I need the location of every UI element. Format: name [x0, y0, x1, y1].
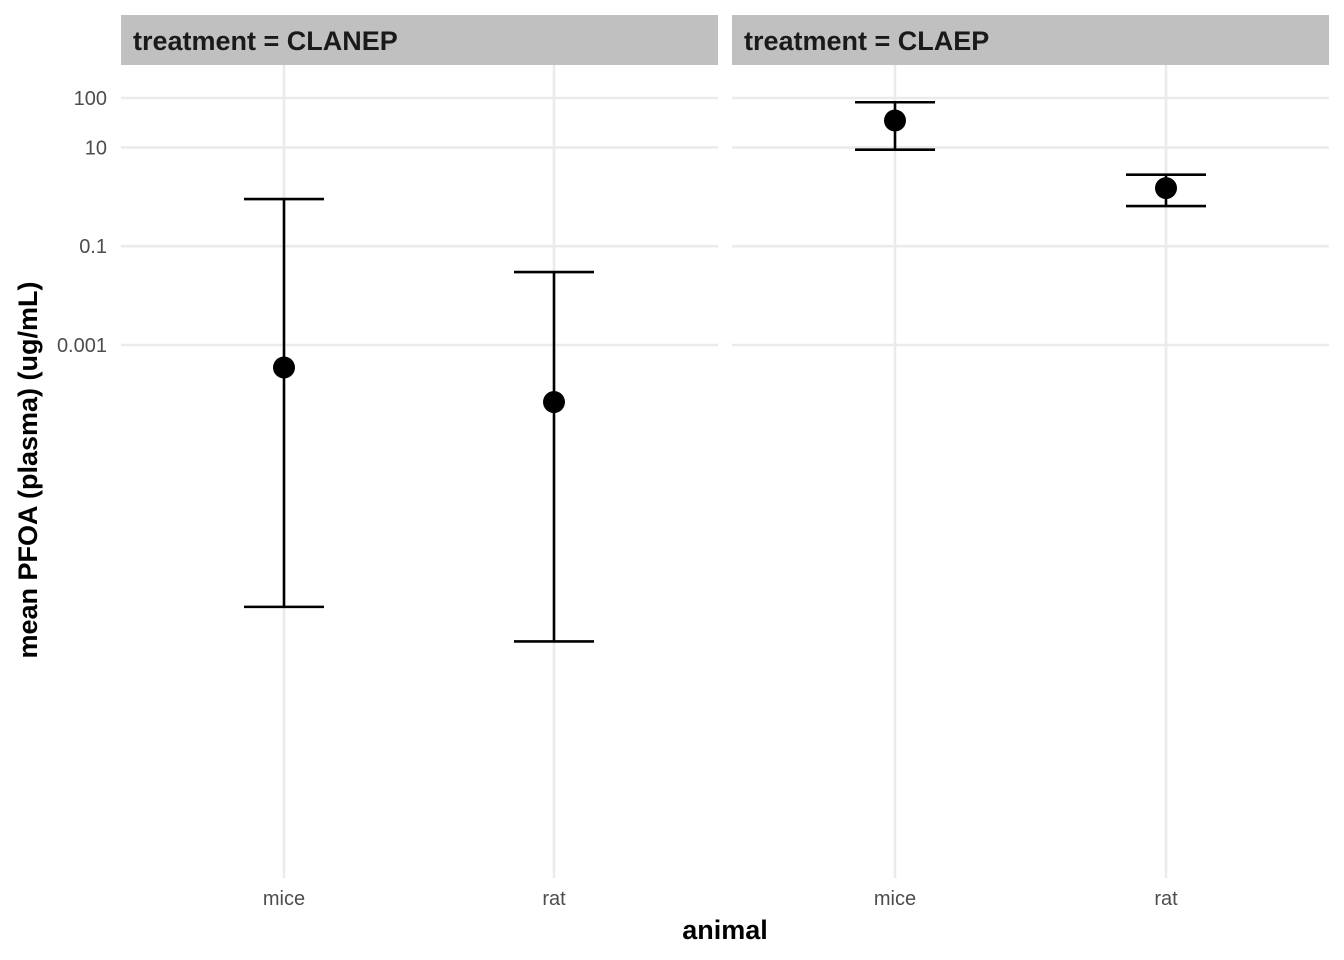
y-axis-title: mean PFOA (plasma) (ug/mL) — [13, 281, 43, 658]
facet-strip — [732, 15, 1329, 65]
facet-panel: treatment = CLAEP mice rat — [732, 15, 1329, 910]
x-tick-label: rat — [542, 888, 566, 910]
data-point — [543, 391, 565, 414]
data-point — [884, 109, 906, 132]
y-tick-label: 0.001 — [57, 335, 107, 357]
x-tick-label: rat — [1154, 888, 1178, 910]
y-tick-label: 0.1 — [79, 236, 107, 258]
data-point — [1155, 177, 1177, 200]
y-tick-label: 100 — [74, 88, 107, 110]
data-point — [273, 356, 295, 379]
facet-panel: treatment = CLANEP mice rat — [121, 15, 718, 910]
x-axis-title: animal — [682, 915, 768, 945]
facet-strip — [121, 15, 718, 65]
x-tick-label: mice — [263, 888, 305, 910]
y-tick-label: 10 — [85, 137, 107, 159]
x-tick-label: mice — [874, 888, 916, 910]
facet-strip-title: treatment = CLAEP — [744, 26, 989, 56]
facet-strip-title: treatment = CLANEP — [133, 26, 398, 56]
error-bar — [514, 270, 594, 643]
error-bar — [244, 197, 324, 609]
